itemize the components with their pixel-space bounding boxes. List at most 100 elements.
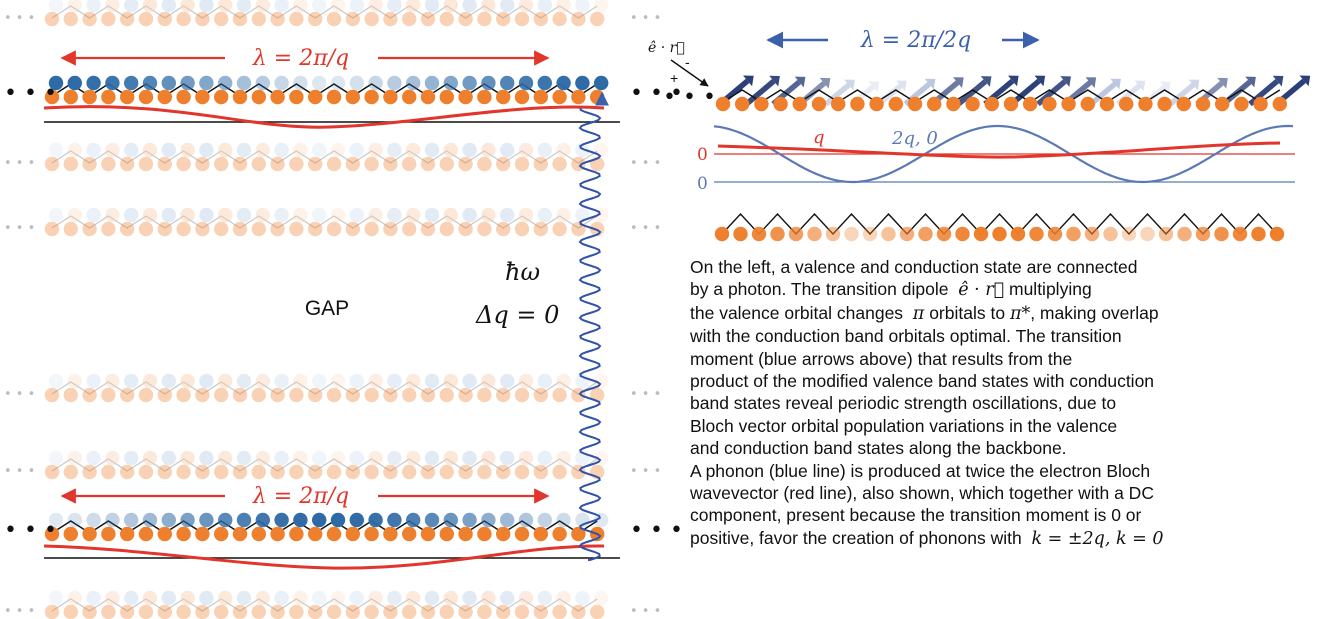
- faint-atom: [218, 373, 233, 389]
- faint-atom: [312, 142, 327, 158]
- chain-backbone: [51, 381, 598, 395]
- blue-atom: [161, 75, 176, 91]
- photon-wavy-line: [578, 107, 602, 561]
- blue-atom: [424, 512, 440, 528]
- orange-atom: [326, 464, 342, 480]
- orange-atom: [477, 89, 492, 105]
- chain-left-ellipsis: • • •: [4, 81, 57, 106]
- blue-atom: [105, 75, 120, 91]
- faint-atom: [124, 142, 139, 158]
- orange-atom: [345, 526, 360, 542]
- orange-atom: [850, 96, 865, 112]
- right-bottom-chain: [714, 212, 1285, 242]
- faint-atom: [293, 0, 308, 13]
- orange-atom: [496, 464, 511, 480]
- blue-atom: [274, 75, 289, 91]
- gap-label: GAP: [305, 297, 349, 320]
- red-zero-label: 0: [697, 145, 708, 165]
- faint-atom: [255, 590, 270, 606]
- orange-atom: [214, 11, 229, 27]
- orange-atom: [251, 221, 266, 237]
- orange-atom: [1119, 96, 1134, 112]
- orange-atom: [888, 96, 903, 112]
- faint-atom: [274, 590, 289, 606]
- orange-atom: [308, 526, 323, 542]
- faint-atom: [349, 590, 364, 606]
- left-chain-stack: • • • • • •• • • • • •• • • • • •• • • • • •…: [4, 0, 683, 619]
- chain-backbone: [51, 215, 598, 229]
- orange-atom: [63, 604, 78, 619]
- blue-atom: [556, 512, 571, 528]
- orange-atom: [514, 464, 530, 480]
- faint-atom: [218, 207, 233, 223]
- faint-atom: [481, 0, 496, 13]
- orange-atom: [138, 11, 154, 27]
- blue-atom: [236, 75, 252, 91]
- orange-atom: [138, 221, 154, 237]
- orange-atom: [176, 464, 191, 480]
- orange-atom: [195, 526, 210, 542]
- blue-atom: [537, 75, 552, 91]
- orange-atom: [402, 604, 417, 619]
- blue-curve-label: 2q, 0: [891, 128, 938, 149]
- orange-atom: [1177, 226, 1192, 242]
- orange-atom: [458, 526, 473, 542]
- orange-atom: [881, 226, 896, 242]
- blue-atom: [312, 75, 327, 91]
- moment-arrow-shaft: [956, 79, 988, 107]
- moment-arrow-head: [1134, 80, 1146, 92]
- orange-atom: [496, 604, 511, 619]
- caption-line-4: with the conduction band orbitals optima…: [690, 326, 1122, 347]
- dipole-direction-arrow: [670, 59, 709, 87]
- faint-atom: [142, 142, 158, 158]
- faint-atom: [443, 373, 458, 389]
- orange-atom: [420, 11, 436, 27]
- blue-atom: [387, 75, 402, 91]
- orange-atom: [82, 387, 97, 403]
- faint-atom: [537, 590, 552, 606]
- faint-atom: [161, 590, 176, 606]
- orange-atom: [1214, 226, 1229, 242]
- chain-row: • • • • • •: [4, 373, 661, 403]
- blue-atom: [443, 75, 458, 91]
- orange-atom: [326, 89, 342, 105]
- caption-line-8: Bloch vector orbital population variatio…: [690, 415, 1118, 436]
- orange-atom: [157, 156, 172, 172]
- orange-atom: [270, 604, 285, 619]
- moment-arrow-head: [819, 77, 831, 89]
- orange-atom: [44, 156, 60, 172]
- orange-atom: [402, 464, 417, 480]
- orange-atom: [120, 11, 135, 27]
- orange-atom: [345, 221, 360, 237]
- faint-atom: [406, 373, 421, 389]
- orange-atom: [533, 89, 548, 105]
- faint-atom: [105, 450, 120, 466]
- faint-atom: [387, 590, 402, 606]
- orange-atom: [195, 387, 210, 403]
- orange-atom: [458, 387, 473, 403]
- orange-atom: [82, 464, 97, 480]
- orange-atom: [552, 11, 567, 27]
- orange-atom: [44, 89, 60, 105]
- orange-atom: [289, 464, 304, 480]
- moment-arrow-head: [1245, 76, 1256, 88]
- orange-atom: [157, 11, 172, 27]
- blue-atom: [500, 512, 515, 528]
- faint-atom: [48, 373, 64, 389]
- faint-atom: [312, 590, 327, 606]
- blue-atom: [518, 512, 534, 528]
- faint-atom: [443, 590, 458, 606]
- blue-atom: [424, 75, 440, 91]
- orange-atom: [364, 11, 379, 27]
- faint-atom: [255, 207, 270, 223]
- orange-atom: [773, 96, 788, 112]
- blue-atom: [518, 75, 534, 91]
- orange-atom: [955, 226, 970, 242]
- faint-atom: [368, 0, 383, 13]
- moment-arrow-shaft: [824, 82, 851, 107]
- orange-atom: [176, 526, 191, 542]
- orange-atom: [345, 604, 360, 619]
- orange-atom: [195, 464, 210, 480]
- orange-atom: [383, 11, 398, 27]
- orange-atom: [157, 387, 172, 403]
